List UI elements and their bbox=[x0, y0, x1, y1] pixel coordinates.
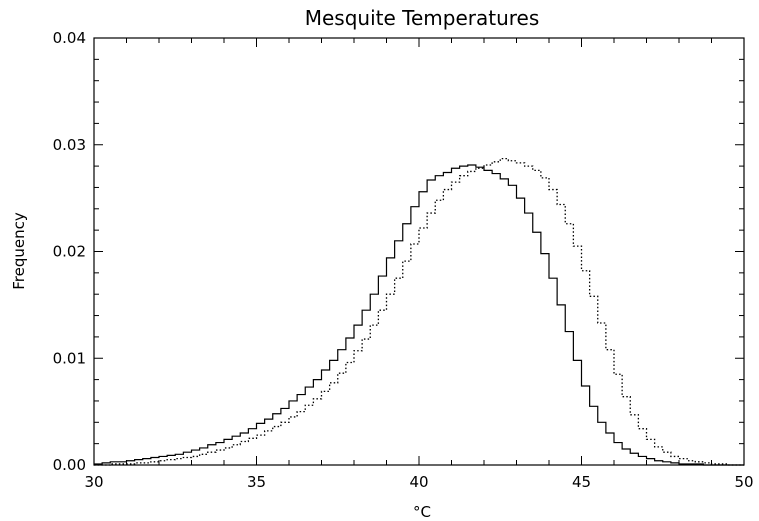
series-group bbox=[94, 157, 744, 466]
tick-labels: 30 35 40 45 50 0.00 0.01 0.02 0.03 0.04 bbox=[53, 29, 754, 491]
x-tick-label: 35 bbox=[247, 473, 266, 491]
series-line-solid bbox=[94, 164, 744, 466]
x-tick-label: 45 bbox=[572, 473, 591, 491]
y-tick-label: 0.01 bbox=[53, 349, 86, 367]
y-axis-label: Frequency bbox=[10, 212, 28, 290]
y-tick-label: 0.00 bbox=[53, 456, 86, 474]
plot-frame bbox=[93, 37, 745, 466]
x-tick-label: 40 bbox=[409, 473, 428, 491]
chart-title: Mesquite Temperatures bbox=[305, 6, 540, 30]
axis-ticks bbox=[93, 37, 745, 466]
x-axis-label: °C bbox=[413, 503, 431, 521]
y-tick-label: 0.02 bbox=[53, 243, 86, 261]
y-tick-label: 0.04 bbox=[53, 29, 86, 47]
x-tick-label: 50 bbox=[734, 473, 753, 491]
y-tick-label: 0.03 bbox=[53, 136, 86, 154]
x-tick-label: 30 bbox=[84, 473, 103, 491]
